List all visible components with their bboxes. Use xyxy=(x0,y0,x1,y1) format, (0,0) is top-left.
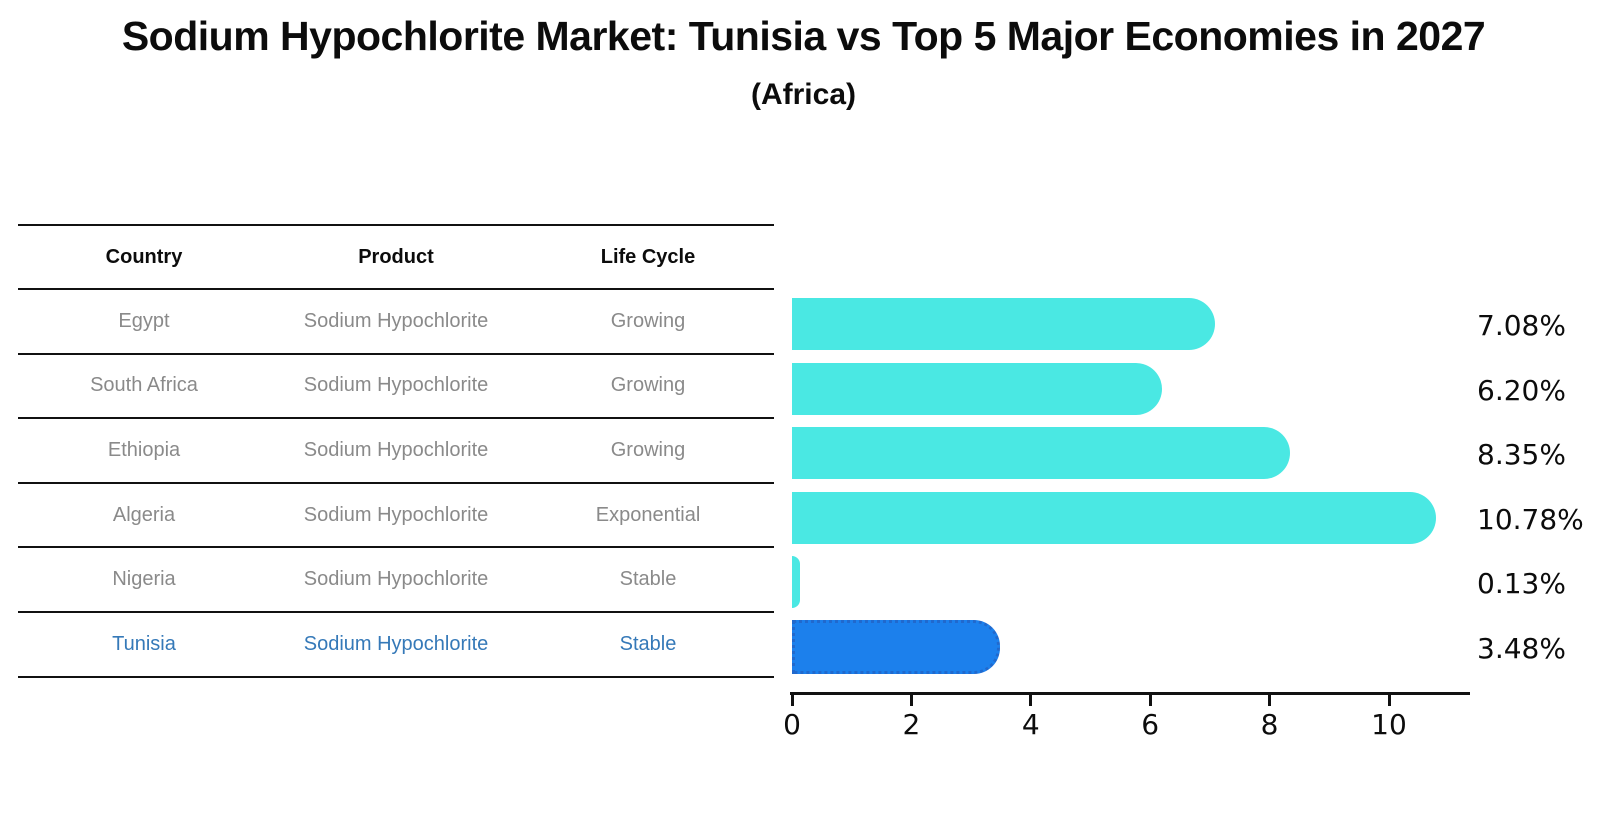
cell-country: Tunisia xyxy=(112,632,176,655)
cell-country: South Africa xyxy=(90,374,198,397)
chart-title: Sodium Hypochlorite Market: Tunisia vs T… xyxy=(121,13,1486,59)
cell-product: Sodium Hypochlorite xyxy=(303,503,489,526)
table-body: Egypt Sodium Hypochlorite Growing South … xyxy=(18,290,774,678)
x-axis-tick xyxy=(790,695,794,706)
table-row-algeria: Algeria Sodium Hypochlorite Exponential xyxy=(18,484,774,549)
cell-life-cycle: Exponential xyxy=(595,503,701,526)
value-label-ethiopia: 8.35% xyxy=(1477,438,1566,472)
cell-country: Ethiopia xyxy=(107,438,181,461)
bar-nigeria xyxy=(792,556,800,609)
cell-life-cycle: Growing xyxy=(610,374,686,397)
table-row-ethiopia: Ethiopia Sodium Hypochlorite Growing xyxy=(18,419,774,484)
table-row-tunisia: Tunisia Sodium Hypochlorite Stable xyxy=(18,613,774,678)
x-axis-tick-label: 4 xyxy=(1021,708,1040,741)
chart-subtitle: (Africa) xyxy=(750,78,856,111)
cell-life-cycle: Stable xyxy=(619,632,677,655)
value-label-nigeria: 0.13% xyxy=(1477,567,1566,601)
table-row-egypt: Egypt Sodium Hypochlorite Growing xyxy=(18,290,774,355)
bar-tunisia xyxy=(792,620,1000,674)
x-axis-tick xyxy=(1387,695,1391,706)
x-axis-line xyxy=(790,692,1470,695)
cell-product: Sodium Hypochlorite xyxy=(303,309,489,332)
table-header-row: Country Product Life Cycle xyxy=(18,226,774,290)
table-row-south-africa: South Africa Sodium Hypochlorite Growing xyxy=(18,355,774,420)
cell-life-cycle: Growing xyxy=(610,309,686,332)
x-axis-tick xyxy=(1029,695,1033,706)
table-row-nigeria: Nigeria Sodium Hypochlorite Stable xyxy=(18,548,774,613)
cell-product: Sodium Hypochlorite xyxy=(303,632,489,655)
cell-country: Nigeria xyxy=(112,568,176,591)
x-axis-tick xyxy=(1268,695,1272,706)
x-axis-tick-label: 2 xyxy=(902,708,921,741)
value-label-algeria: 10.78% xyxy=(1477,502,1584,536)
bar-algeria xyxy=(792,491,1436,544)
value-label-tunisia: 3.48% xyxy=(1477,632,1566,665)
bar-south-africa xyxy=(792,362,1163,415)
x-axis-tick-label: 6 xyxy=(1141,708,1160,741)
header-cell-country: Country xyxy=(105,245,183,268)
x-axis-tick-label: 10 xyxy=(1371,708,1407,741)
cell-country: Algeria xyxy=(112,503,176,526)
x-axis-tick xyxy=(1148,695,1152,706)
cell-life-cycle: Growing xyxy=(610,438,686,461)
cell-product: Sodium Hypochlorite xyxy=(303,374,489,397)
x-axis-tick-label: 8 xyxy=(1260,708,1279,741)
value-label-south-africa: 6.20% xyxy=(1477,373,1566,407)
bar-ethiopia xyxy=(792,427,1291,480)
header-cell-lifecycle: Life Cycle xyxy=(600,245,696,268)
header-cell-product: Product xyxy=(358,245,434,268)
cell-product: Sodium Hypochlorite xyxy=(303,568,489,591)
x-axis-tick xyxy=(909,695,913,706)
data-table: Country Product Life Cycle Egypt Sodium … xyxy=(18,224,774,678)
x-axis-tick-label: 0 xyxy=(783,708,801,741)
bar-egypt xyxy=(792,298,1215,350)
value-label-egypt: 7.08% xyxy=(1477,309,1566,342)
cell-country: Egypt xyxy=(118,309,170,332)
cell-life-cycle: Stable xyxy=(619,568,677,591)
cell-product: Sodium Hypochlorite xyxy=(303,438,489,461)
